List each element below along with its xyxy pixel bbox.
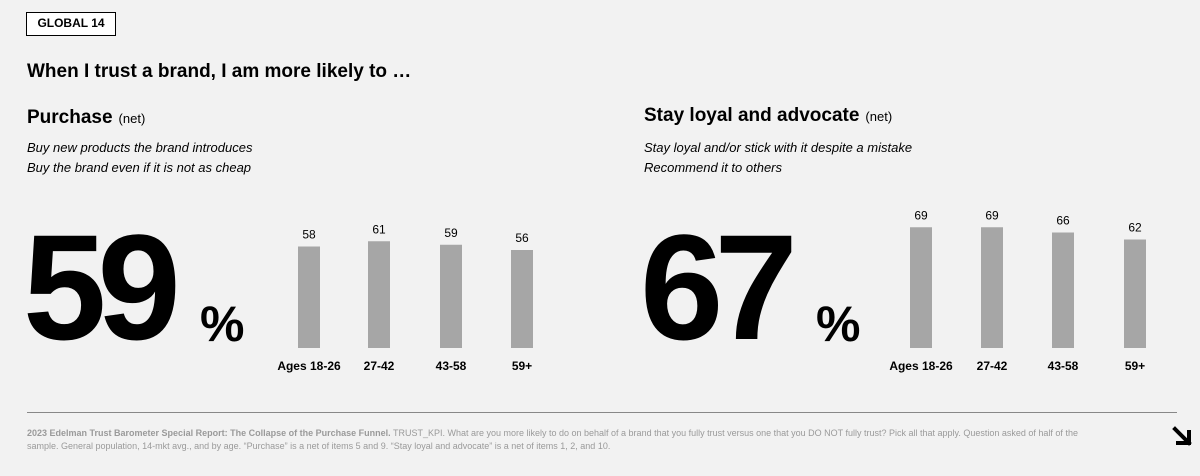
bar-value-label: 69 xyxy=(914,208,928,222)
arrow-down-right-icon[interactable] xyxy=(1172,426,1194,448)
footnote: 2023 Edelman Trust Barometer Special Rep… xyxy=(27,427,1087,453)
headline: When I trust a brand, I am more likely t… xyxy=(27,61,412,82)
footnote-text: TRUST_KPI. What are you more likely to d… xyxy=(27,428,1078,451)
category-label: 59+ xyxy=(1125,359,1145,373)
footnote-source: 2023 Edelman Trust Barometer Special Rep… xyxy=(27,428,391,438)
purchase-panel: Purchase (net) Buy new products the brand… xyxy=(23,0,587,400)
bar-value-label: 59 xyxy=(444,226,458,240)
bar xyxy=(1052,232,1074,348)
description-line: Buy new products the brand introduces xyxy=(27,140,253,155)
panel-title-text: Stay loyal and advocate xyxy=(644,105,860,126)
loyal-advocate-panel: Stay loyal and advocate (net) Stay loyal … xyxy=(640,0,1200,400)
age-bar-chart: 69 Ages 18-26 69 27-42 66 43-58 62 59+ xyxy=(889,208,1146,373)
bar xyxy=(1124,239,1146,348)
bar-value-label: 66 xyxy=(1056,214,1070,228)
panel-title-text: Purchase xyxy=(27,107,113,128)
bar xyxy=(298,246,320,348)
bar xyxy=(511,250,533,348)
percent-sign: % xyxy=(816,296,861,352)
description-line: Buy the brand even if it is not as cheap xyxy=(27,160,252,175)
category-label: 59+ xyxy=(512,359,532,373)
global-14-tag: GLOBAL 14 xyxy=(26,12,116,36)
panel-title-suffix: (net) xyxy=(865,109,893,124)
footer-divider xyxy=(27,412,1177,413)
bar xyxy=(368,241,390,348)
category-label: 27-42 xyxy=(364,359,395,373)
bar-value-label: 61 xyxy=(372,222,386,236)
panel-description: Buy new products the brand introduces Bu… xyxy=(27,138,252,178)
category-label: 43-58 xyxy=(1048,359,1079,373)
bar-value-label: 62 xyxy=(1128,221,1142,235)
category-label: 43-58 xyxy=(436,359,467,373)
bar-value-label: 56 xyxy=(515,231,529,245)
panel-title-suffix: (net) xyxy=(118,111,146,126)
bar xyxy=(440,244,462,348)
panel-title: Stay loyal and advocate (net) xyxy=(644,105,892,127)
panel-description: Stay loyal and/or stick with it despite … xyxy=(644,138,912,178)
bar xyxy=(981,227,1003,348)
bar-value-label: 58 xyxy=(302,228,316,242)
bar-value-label: 69 xyxy=(985,208,999,222)
description-line: Stay loyal and/or stick with it despite … xyxy=(644,140,913,155)
big-percent-value: 67 xyxy=(640,203,798,371)
panel-title: Purchase (net) xyxy=(27,107,145,129)
big-percent-value: 59 xyxy=(23,203,181,371)
category-label: Ages 18-26 xyxy=(889,359,953,373)
category-label: 27-42 xyxy=(977,359,1008,373)
percent-sign: % xyxy=(200,296,245,352)
bar xyxy=(910,227,932,348)
age-bar-chart: 58 Ages 18-26 61 27-42 59 43-58 56 59+ xyxy=(277,222,533,373)
description-line: Recommend it to others xyxy=(644,160,783,175)
category-label: Ages 18-26 xyxy=(277,359,341,373)
